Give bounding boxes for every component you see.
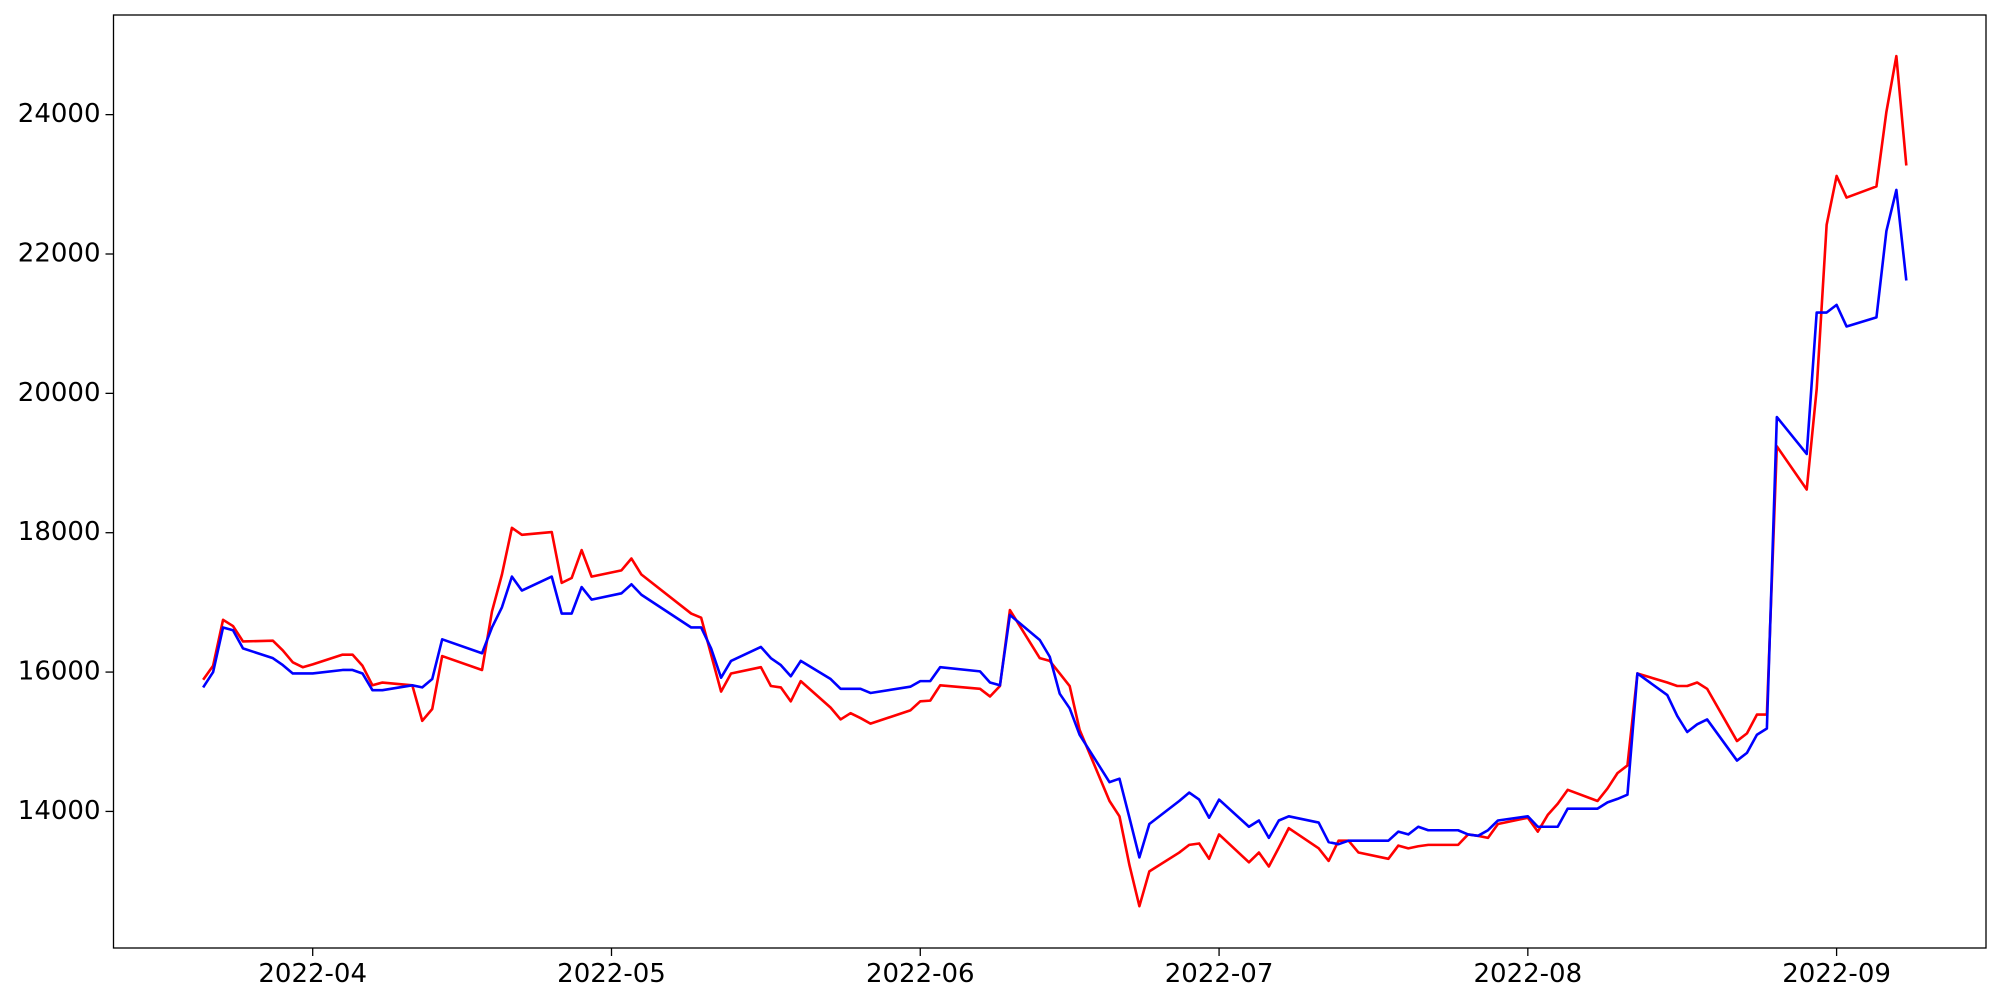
x-tick-label: 2022-07 xyxy=(1165,959,1274,989)
y-tick-label: 24000 xyxy=(18,99,101,129)
x-tick-label: 2022-05 xyxy=(557,959,666,989)
y-tick-label: 16000 xyxy=(18,657,101,687)
y-tick-label: 18000 xyxy=(18,517,101,547)
x-tick-label: 2022-08 xyxy=(1474,959,1583,989)
y-tick-label: 14000 xyxy=(18,796,101,826)
line-series xyxy=(202,188,1908,859)
y-tick-label: 22000 xyxy=(18,238,101,268)
y-tick-label: 20000 xyxy=(18,378,101,408)
plot-frame xyxy=(112,14,1987,949)
x-tick-label: 2022-09 xyxy=(1782,959,1891,989)
x-tick-label: 2022-06 xyxy=(866,959,975,989)
line-series xyxy=(202,54,1908,908)
x-tick-label: 2022-04 xyxy=(258,959,367,989)
